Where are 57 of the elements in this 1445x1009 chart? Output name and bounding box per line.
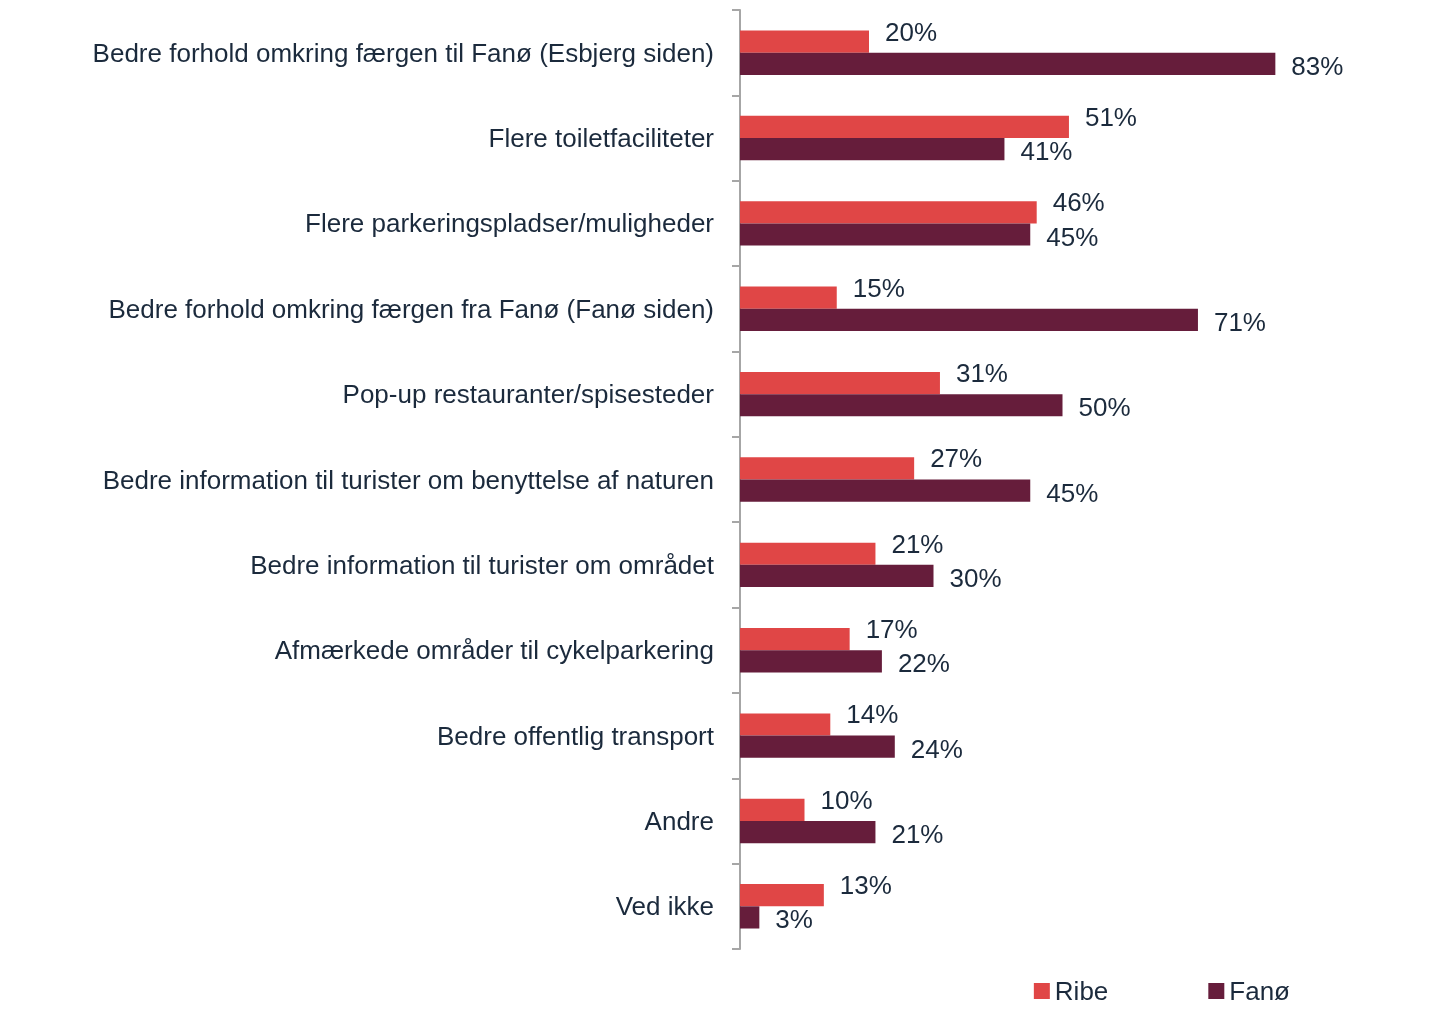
data-label: 31% (955, 358, 1008, 389)
y-tick-label: Flere toiletfaciliteter (488, 123, 715, 154)
bar (740, 138, 1005, 161)
bar (740, 798, 805, 821)
y-tick-label: Pop-up restauranter/spisesteder (342, 379, 715, 410)
data-label: 21% (891, 819, 944, 850)
bar (740, 628, 850, 651)
bar (740, 735, 895, 758)
legend-label: Ribe (1054, 976, 1109, 1006)
bar (740, 713, 831, 736)
data-label: 30% (949, 562, 1002, 593)
data-label: 27% (930, 443, 983, 474)
y-tick-label: Andre (644, 805, 714, 836)
data-label: 13% (839, 870, 892, 901)
y-tick-label: Bedre information til turister om området (250, 549, 715, 580)
legend-label: Fanø (1229, 976, 1291, 1006)
bar (740, 201, 1037, 224)
y-tick-label: Bedre forhold omkring færgen fra Fanø (Fanø siden) (108, 293, 714, 324)
bar (740, 820, 876, 844)
data-label: 20% (885, 16, 938, 47)
y-tick-label: Ved ikke (615, 891, 714, 922)
data-label: 41% (1020, 136, 1073, 167)
bar (740, 371, 940, 395)
y-tick-label: Bedre forhold omkring færgen til Fanø (Esbjerg siden) (92, 37, 714, 68)
bar (740, 115, 1069, 139)
data-label: 46% (1052, 187, 1105, 218)
data-label: 50% (1078, 392, 1131, 423)
bar (740, 308, 1198, 331)
data-label: 17% (865, 614, 918, 645)
data-label: 22% (897, 648, 950, 679)
data-label: 14% (846, 699, 899, 730)
bar (740, 542, 876, 565)
data-label: 15% (852, 272, 905, 303)
data-label: 10% (820, 784, 873, 815)
data-label: 45% (1046, 221, 1099, 252)
y-tick-label: Afmærkede områder til cykelparkering (274, 635, 714, 666)
data-label: 83% (1291, 50, 1344, 81)
data-label: 45% (1046, 477, 1099, 508)
data-label: 51% (1084, 101, 1137, 132)
bar (740, 479, 1031, 502)
data-label: 71% (1213, 306, 1266, 337)
y-tick-label: Bedre information til turister om benyttelse af naturen (102, 464, 714, 495)
bar (740, 394, 1063, 417)
data-label: 3% (775, 904, 813, 935)
data-label: 21% (891, 528, 944, 559)
bar (740, 52, 1276, 75)
bar (740, 650, 882, 673)
bar (740, 564, 934, 588)
bar (740, 906, 760, 929)
y-tick-label: Bedre offentlig transport (436, 720, 715, 751)
bar (740, 457, 915, 480)
bar (740, 223, 1031, 246)
y-tick-label: Flere parkeringspladser/muligheder (305, 208, 715, 239)
bar (740, 884, 824, 907)
bar (740, 286, 837, 309)
data-label: 24% (910, 733, 963, 764)
bar (740, 30, 869, 53)
